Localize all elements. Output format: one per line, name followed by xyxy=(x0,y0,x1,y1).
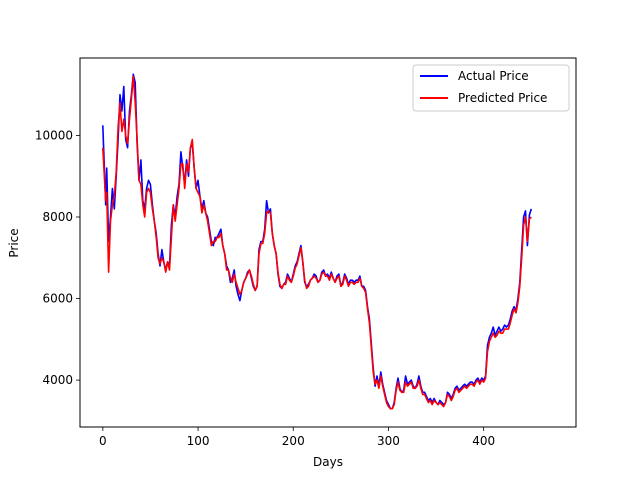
y-axis-ticks: 4000 6000 8000 10000 xyxy=(35,128,80,387)
y-tick-label: 8000 xyxy=(42,210,73,224)
y-tick-label: 6000 xyxy=(42,292,73,306)
legend-box xyxy=(412,64,570,112)
x-tick-label: 300 xyxy=(377,434,400,448)
y-tick-label: 10000 xyxy=(35,128,73,142)
x-axis-label: Days xyxy=(313,455,343,469)
legend: Actual Price Predicted Price xyxy=(412,64,570,112)
x-axis-ticks: 0 100 200 300 400 xyxy=(99,427,495,448)
series-line-predicted-price xyxy=(102,75,532,410)
y-tick-label: 4000 xyxy=(42,373,73,387)
legend-label: Actual Price xyxy=(458,69,529,83)
x-tick-label: 0 xyxy=(99,434,107,448)
x-tick-label: 200 xyxy=(282,434,305,448)
x-tick-label: 100 xyxy=(187,434,210,448)
legend-label: Predicted Price xyxy=(458,91,547,105)
series-layer xyxy=(102,73,533,410)
x-tick-label: 400 xyxy=(472,434,495,448)
plot-frame xyxy=(79,57,577,428)
y-axis-label: Price xyxy=(7,228,21,257)
